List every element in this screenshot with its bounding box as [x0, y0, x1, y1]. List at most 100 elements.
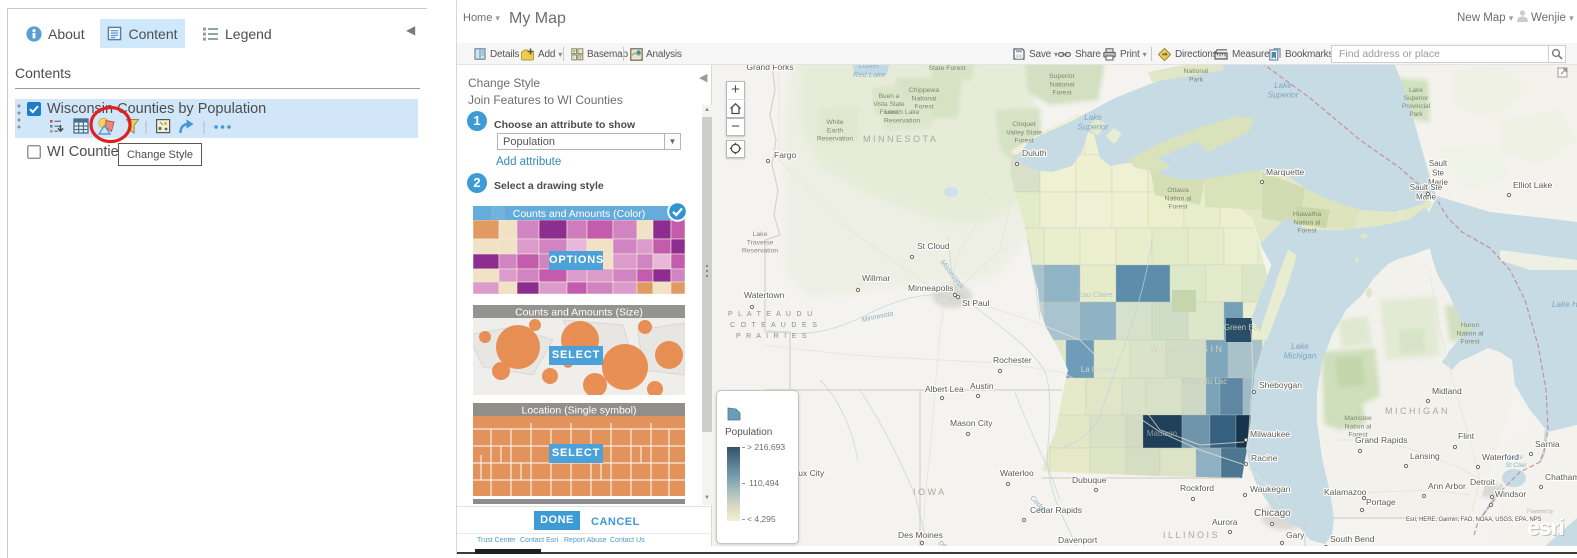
svg-text:Minneapolis: Minneapolis: [908, 283, 953, 293]
svg-text:Red Lake: Red Lake: [853, 70, 885, 79]
svg-text:Waterford: Waterford: [1482, 452, 1519, 462]
svg-text:National: National: [912, 95, 937, 102]
svg-text:Detroit: Detroit: [1470, 477, 1496, 487]
svg-text:Des M.: Des M.: [937, 540, 958, 546]
svg-text:St Paul: St Paul: [962, 298, 990, 308]
svg-text:Lower: Lower: [859, 65, 880, 70]
svg-text:Rockford: Rockford: [1180, 483, 1214, 493]
svg-text:C O T E A U D E S: C O T E A U D E S: [730, 322, 819, 329]
svg-text:South Bend: South Bend: [1330, 534, 1375, 544]
svg-text:Green Bay: Green Bay: [1224, 323, 1262, 332]
svg-text:Valley State: Valley State: [1006, 129, 1042, 136]
svg-text:Lake: Lake: [753, 231, 768, 238]
svg-text:Marquette: Marquette: [1266, 167, 1305, 177]
svg-text:Park: Park: [1189, 76, 1204, 83]
svg-text:Nation al: Nation al: [1294, 219, 1321, 226]
svg-text:Forest: Forest: [1297, 228, 1316, 235]
svg-text:Davenport: Davenport: [1058, 535, 1098, 545]
svg-text:Kalamazoo: Kalamazoo: [1324, 487, 1367, 497]
svg-text:Forest: Forest: [1014, 138, 1033, 145]
svg-text:Michigan: Michigan: [1284, 352, 1317, 361]
svg-text:Albert Lea: Albert Lea: [925, 384, 964, 394]
svg-text:MINNESOTA: MINNESOTA: [863, 134, 938, 144]
svg-text:esri: esri: [1528, 515, 1565, 541]
svg-text:Counts and Amounts (Color): Counts and Amounts (Color): [513, 208, 645, 220]
svg-text:Forest: Forest: [1168, 204, 1187, 211]
svg-text:Waterloo: Waterloo: [1000, 468, 1034, 478]
svg-text:IOWA: IOWA: [913, 487, 947, 497]
svg-text:MICHIGAN: MICHIGAN: [1385, 406, 1450, 416]
svg-text:Powered by: Powered by: [1527, 509, 1554, 515]
svg-text:Gary: Gary: [1286, 530, 1305, 540]
svg-text:Lake: Lake: [1084, 113, 1102, 122]
svg-text:Chippewa: Chippewa: [909, 87, 939, 94]
svg-text:Superior: Superior: [1404, 95, 1429, 102]
svg-text:Rochester: Rochester: [993, 355, 1032, 365]
svg-text:Cedar Rapids: Cedar Rapids: [1030, 505, 1082, 515]
svg-text:Superior: Superior: [1049, 73, 1075, 80]
svg-text:Forest: Forest: [914, 104, 933, 111]
svg-text:Sault: Sault: [1429, 159, 1448, 168]
svg-text:Earth: Earth: [827, 127, 843, 134]
svg-text:Reservation: Reservation: [742, 248, 778, 255]
svg-text:Watertown: Watertown: [744, 290, 785, 300]
svg-text:Nation al: Nation al: [1457, 330, 1484, 337]
svg-text:Sarnia: Sarnia: [1535, 439, 1560, 449]
svg-text:Buen a: Buen a: [879, 93, 900, 100]
svg-text:National: National: [1050, 81, 1075, 88]
svg-text:Superior: Superior: [1268, 91, 1299, 100]
svg-text:Fargo: Fargo: [774, 150, 796, 160]
svg-text:Cloquet: Cloquet: [1012, 121, 1036, 128]
svg-text:Nation al: Nation al: [1165, 195, 1192, 202]
svg-text:Aurora: Aurora: [1212, 517, 1238, 527]
svg-text:Counts and Amounts (Size): Counts and Amounts (Size): [515, 307, 643, 319]
svg-text:Elliot Lake: Elliot Lake: [1513, 180, 1552, 190]
svg-text:Ste: Ste: [1432, 169, 1445, 178]
svg-text:Willmar: Willmar: [862, 273, 890, 283]
svg-text:La Crosse: La Crosse: [1081, 365, 1118, 374]
svg-text:Forest: Forest: [1052, 90, 1071, 97]
svg-text:Ottawa: Ottawa: [1167, 187, 1189, 194]
svg-text:Marie: Marie: [1416, 193, 1437, 202]
svg-text:Traverse: Traverse: [747, 239, 774, 246]
svg-text:State Forest: State Forest: [928, 65, 965, 72]
svg-text:Nation al: Nation al: [1345, 423, 1372, 430]
svg-text:Hiawatha: Hiawatha: [1293, 211, 1322, 218]
svg-text:Esri, HERE, Garmin, FAO, NOAA,: Esri, HERE, Garmin, FAO, NOAA, USGS, EPA…: [1406, 517, 1542, 523]
svg-text:St Cloud: St Cloud: [917, 241, 950, 251]
svg-text:Marie: Marie: [1428, 178, 1449, 187]
svg-text:Grand Forks: Grand Forks: [746, 65, 793, 72]
svg-text:Forest: Forest: [880, 109, 899, 116]
svg-text:White: White: [826, 119, 844, 126]
svg-text:Park: Park: [1409, 111, 1423, 118]
svg-text:Sault Ste: Sault Ste: [1410, 183, 1443, 192]
svg-text:Des Moines: Des Moines: [898, 530, 943, 540]
svg-text:Manistee: Manistee: [1344, 415, 1372, 422]
svg-text:Fond du Lac: Fond du Lac: [1183, 377, 1227, 386]
svg-text:ILLINOIS: ILLINOIS: [1163, 530, 1220, 540]
svg-text:Ann Arbor: Ann Arbor: [1428, 481, 1466, 491]
svg-text:Portage: Portage: [1366, 497, 1396, 507]
svg-text:P R A I R I E S: P R A I R I E S: [736, 333, 808, 340]
svg-text:Lake: Lake: [1409, 87, 1423, 94]
svg-text:Racine: Racine: [1251, 453, 1278, 463]
svg-text:Lake: Lake: [1509, 454, 1523, 461]
svg-text:P L A T E A U D U: P L A T E A U D U: [728, 311, 814, 318]
svg-text:Milwaukee: Milwaukee: [1250, 429, 1290, 439]
svg-text:Chicago: Chicago: [1254, 508, 1291, 519]
svg-text:Provincial: Provincial: [1402, 103, 1431, 110]
svg-text:Chatham: Chatham: [1545, 472, 1577, 482]
svg-text:Madison: Madison: [1147, 429, 1177, 438]
svg-text:Lake Hu: Lake Hu: [1552, 300, 1577, 309]
svg-text:Windsor: Windsor: [1495, 489, 1526, 499]
svg-text:Forest: Forest: [1460, 339, 1479, 346]
svg-text:Grand Rapids: Grand Rapids: [1355, 435, 1407, 445]
svg-text:Reservation: Reservation: [817, 136, 853, 143]
svg-text:Eau Claire: Eau Claire: [1077, 290, 1112, 299]
svg-text:Location (Single symbol): Location (Single symbol): [522, 405, 637, 417]
svg-text:Huron: Huron: [1461, 322, 1480, 329]
svg-text:Flint: Flint: [1458, 431, 1475, 441]
svg-text:Lake: Lake: [1291, 342, 1309, 351]
svg-text:St Clair: St Clair: [1505, 462, 1527, 469]
svg-text:Leech Lake: Leech Lake: [884, 109, 919, 116]
